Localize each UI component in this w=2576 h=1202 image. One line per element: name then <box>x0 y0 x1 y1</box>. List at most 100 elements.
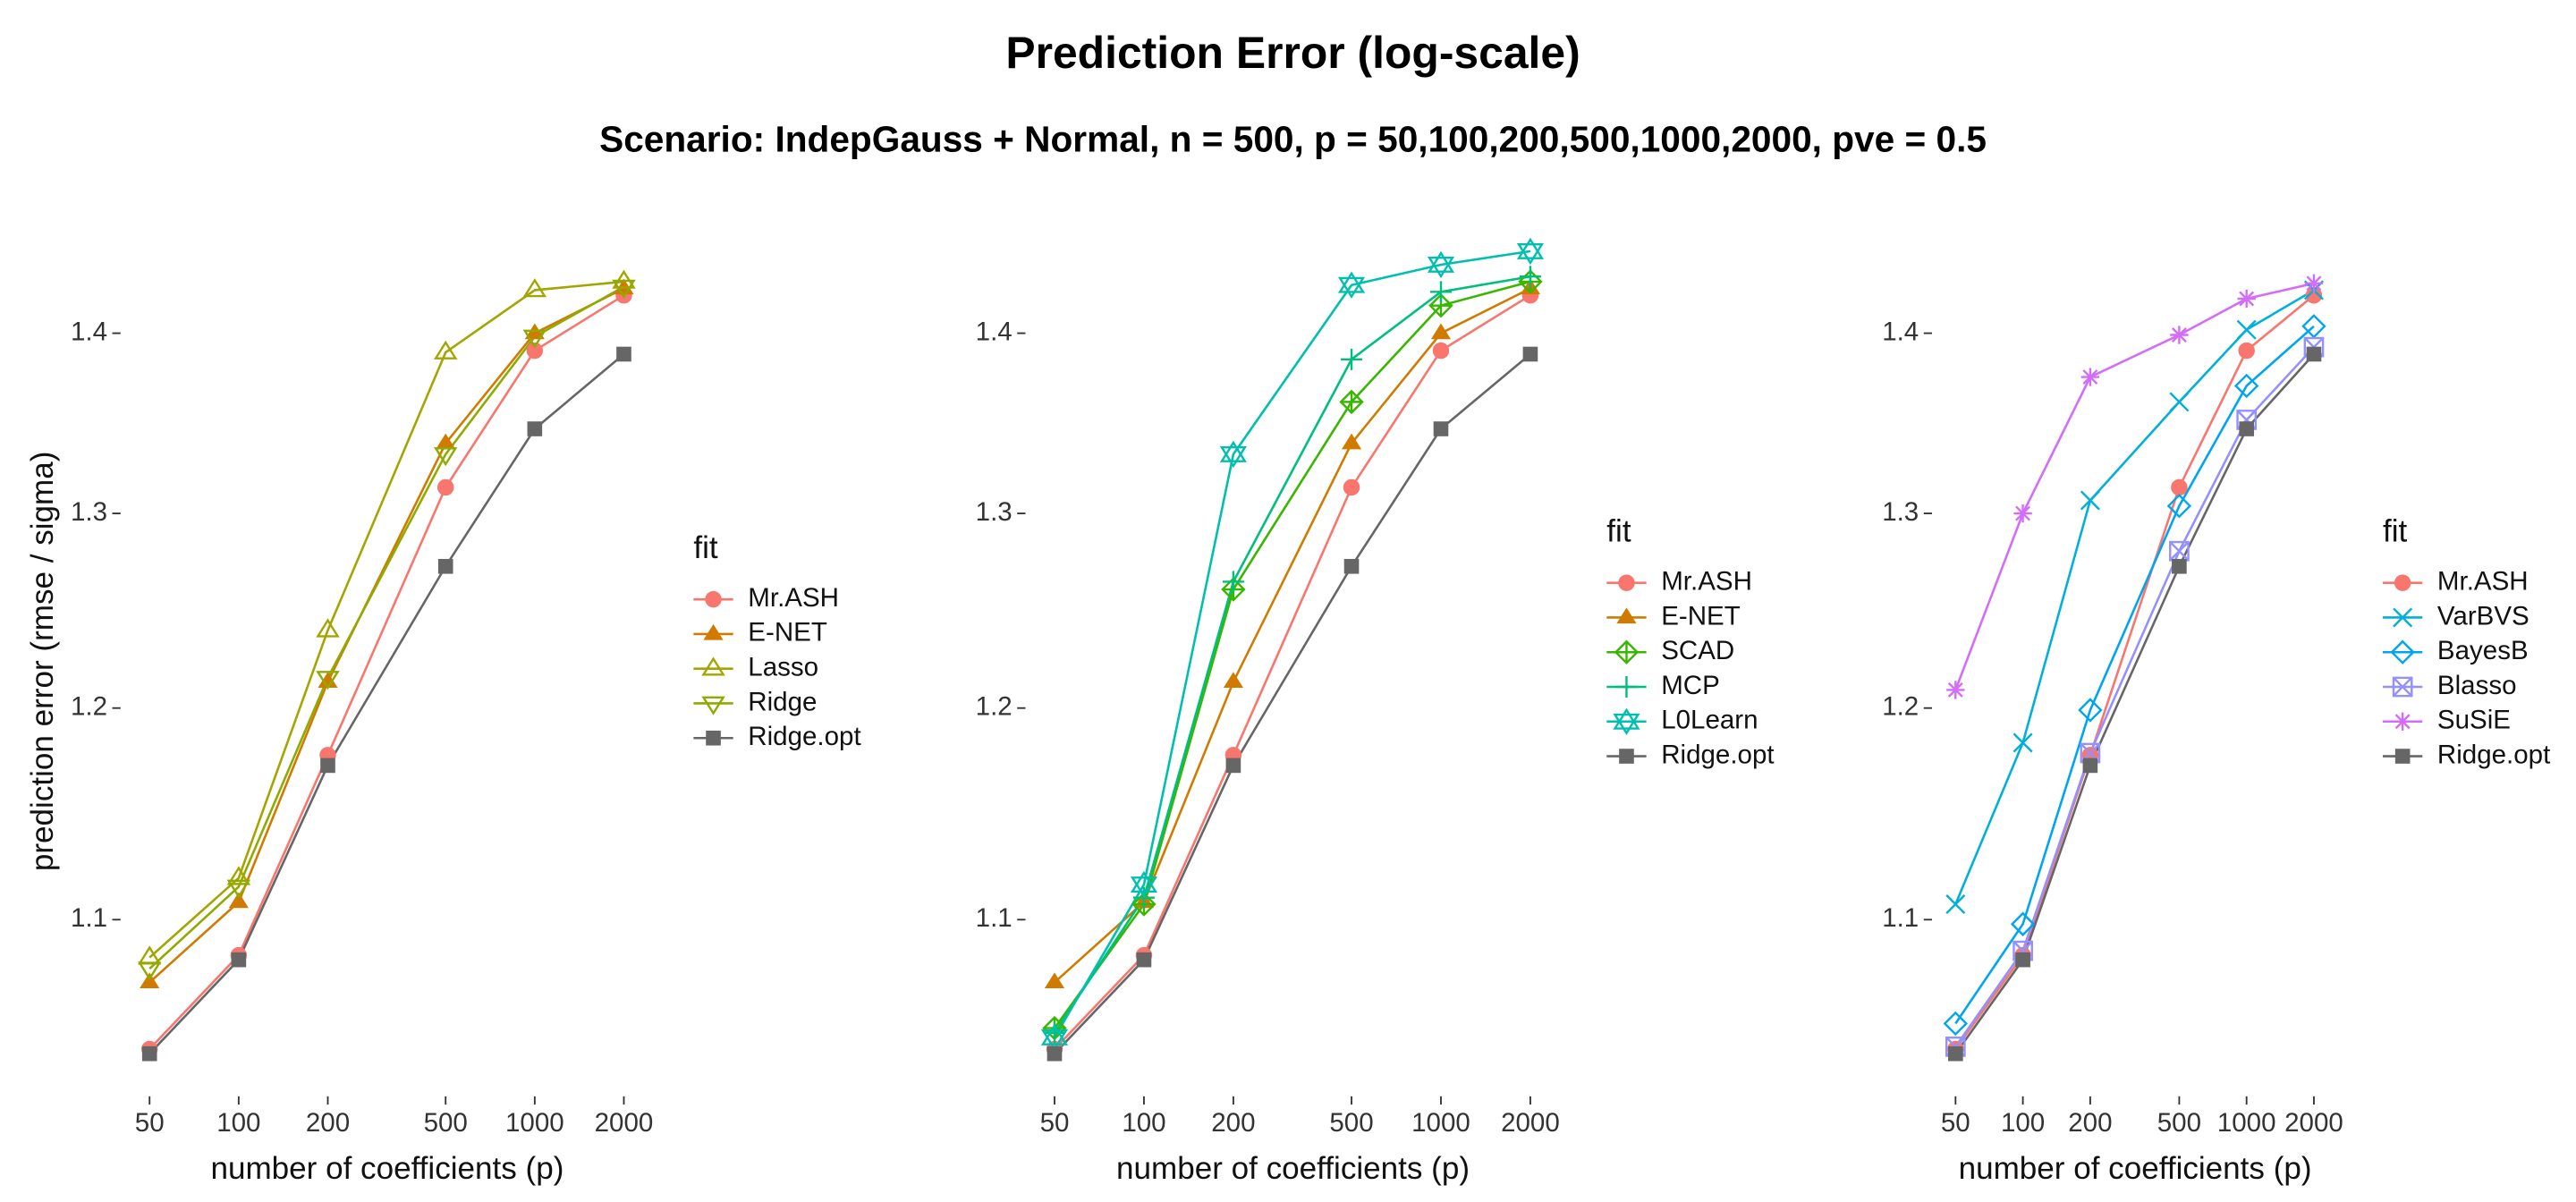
legend-title: fit <box>693 530 718 565</box>
x-axis-label: number of coefficients (p) <box>1116 1151 1470 1186</box>
marker <box>2305 286 2323 304</box>
marker <box>316 618 340 638</box>
legend-label: E-NET <box>1661 601 1741 631</box>
marker <box>1223 672 1243 689</box>
x-axis-label: number of coefficients (p) <box>1959 1151 2312 1186</box>
marker <box>522 329 547 349</box>
x-tick-label: 500 <box>424 1108 468 1138</box>
marker <box>2304 274 2324 292</box>
x-axis-label: number of coefficients (p) <box>210 1151 564 1186</box>
y-tick-label: 1.2 <box>71 692 107 722</box>
marker <box>705 590 722 608</box>
marker <box>2078 698 2103 723</box>
y-axis-label: prediction error (rmse / sigma) <box>25 452 60 872</box>
marker <box>2239 421 2254 436</box>
marker <box>1945 894 1966 915</box>
marker <box>1433 421 1449 436</box>
marker <box>2010 911 2036 936</box>
marker <box>1519 266 1541 288</box>
marker <box>1948 1045 1963 1062</box>
series-line <box>1053 275 1531 1034</box>
marker <box>1343 558 1360 574</box>
x-tick-label: 500 <box>2157 1108 2201 1138</box>
marker <box>1339 389 1364 415</box>
marker <box>2012 732 2033 753</box>
marker <box>1337 271 1366 299</box>
marker <box>526 342 544 360</box>
series-line <box>148 280 624 959</box>
marker <box>2015 952 2030 968</box>
marker <box>2172 558 2187 574</box>
marker <box>703 623 724 640</box>
marker <box>2166 494 2192 519</box>
y-tick-label: 1.4 <box>1882 317 1919 346</box>
series-line <box>148 294 625 1050</box>
marker <box>612 269 636 289</box>
marker <box>320 758 335 774</box>
marker <box>436 478 454 496</box>
marker <box>318 672 338 689</box>
y-tick-label: 1.3 <box>976 497 1013 527</box>
legend-label: SuSiE <box>2437 706 2511 735</box>
y-tick-label: 1.1 <box>976 903 1013 933</box>
marker <box>2238 342 2255 360</box>
marker <box>2171 478 2188 496</box>
marker <box>437 558 453 574</box>
marker <box>1427 250 1455 279</box>
marker <box>316 671 340 690</box>
legend-title: fit <box>2383 514 2408 549</box>
marker <box>701 656 725 676</box>
marker <box>2080 368 2100 386</box>
marker <box>433 447 458 467</box>
series-line <box>148 352 625 1055</box>
marker <box>1430 323 1452 340</box>
y-tick-label: 1.2 <box>1882 692 1919 722</box>
marker <box>1619 749 1634 764</box>
marker <box>706 730 721 746</box>
legend-label: Ridge.opt <box>2437 740 2550 769</box>
legend-label: Mr.ASH <box>2437 566 2529 596</box>
legend-label: E-NET <box>748 618 827 648</box>
chart-title: Prediction Error (log-scale) <box>1005 28 1580 78</box>
series-line <box>1954 282 2315 690</box>
series-line <box>148 285 625 970</box>
series-line <box>1954 353 2315 1054</box>
marker <box>616 346 631 362</box>
series-line <box>1954 325 2315 1025</box>
x-tick-label: 1000 <box>2217 1108 2276 1138</box>
marker <box>1341 433 1362 450</box>
marker <box>1522 346 1538 362</box>
x-tick-label: 100 <box>2001 1108 2045 1138</box>
series-line <box>1054 294 1531 1050</box>
marker <box>2394 574 2411 591</box>
marker <box>1222 571 1244 593</box>
marker <box>228 892 249 909</box>
marker <box>2013 504 2032 523</box>
y-tick-label: 1.4 <box>976 317 1013 346</box>
series-line <box>148 287 625 984</box>
marker <box>226 866 251 885</box>
legend-label: Mr.ASH <box>1661 566 1752 596</box>
marker <box>527 421 543 436</box>
y-tick-label: 1.3 <box>1882 497 1919 527</box>
legend-label: Blasso <box>2437 671 2517 700</box>
x-tick-label: 500 <box>1329 1108 1373 1138</box>
legend-label: Lasso <box>748 652 818 681</box>
y-tick-label: 1.4 <box>71 317 107 346</box>
y-tick-label: 1.3 <box>71 497 107 527</box>
marker <box>1613 707 1640 735</box>
marker <box>2082 758 2098 774</box>
marker <box>701 696 725 715</box>
marker <box>2394 712 2412 731</box>
x-tick-label: 100 <box>1122 1108 1165 1138</box>
marker <box>1136 952 1152 968</box>
legend-label: Ridge <box>748 687 817 716</box>
x-tick-label: 100 <box>216 1108 260 1138</box>
marker <box>2080 490 2100 511</box>
marker <box>612 279 636 299</box>
x-tick-label: 50 <box>1040 1108 1070 1138</box>
marker <box>1225 758 1241 774</box>
marker <box>2170 326 2189 344</box>
x-tick-label: 50 <box>1941 1108 1970 1138</box>
